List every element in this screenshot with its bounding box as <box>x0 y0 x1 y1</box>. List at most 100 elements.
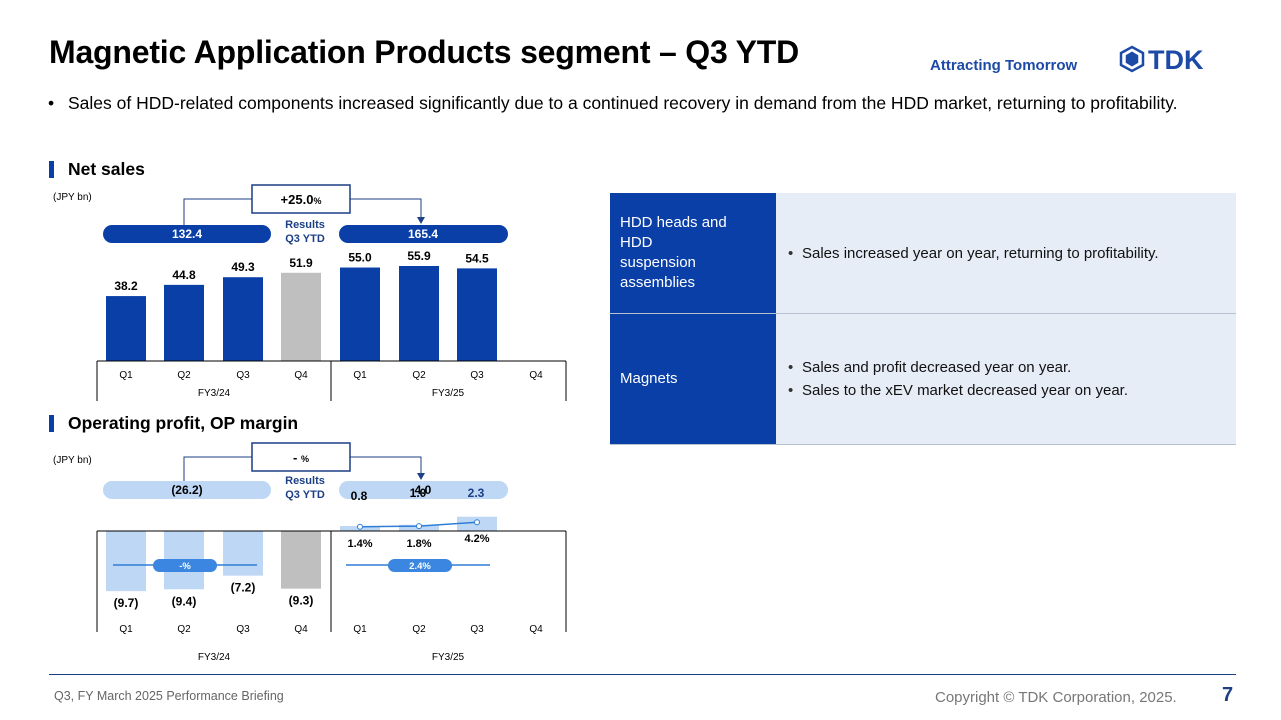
data-label: (9.7) <box>114 596 139 610</box>
ytd-change-value: - % <box>293 450 309 465</box>
bar <box>164 284 204 361</box>
bar <box>106 296 146 361</box>
segment-point: Sales and profit decreased year on year. <box>788 359 1236 376</box>
ytd-period-label: Q3 YTD <box>285 489 325 501</box>
bar <box>106 531 146 592</box>
ytd-change-number: +25.0 <box>281 192 314 207</box>
page-title: Magnetic Application Products segment – … <box>49 34 800 70</box>
avg-margin-label: 2.4% <box>409 561 431 572</box>
tick-label: Q1 <box>353 624 367 635</box>
footer-copyright: Copyright © TDK Corporation, 2025. <box>935 689 1177 706</box>
ytd-change-value: +25.0% <box>281 192 322 207</box>
bracket-line <box>350 456 422 473</box>
margin-point <box>357 523 363 530</box>
tick-label: Q2 <box>412 370 426 381</box>
ytd-prev-pill <box>103 481 271 499</box>
data-label: (9.3) <box>289 594 314 608</box>
group-label: FY3/24 <box>198 388 231 399</box>
section-title-op: Operating profit, OP margin <box>68 413 299 433</box>
segment-point: Sales increased year on year, returning … <box>788 245 1236 262</box>
net-sales-chart: +25.0% 132.4 165.4 Results Q3 YTD 38.2 44.8 49.… <box>96 184 567 401</box>
margin-point <box>416 523 422 530</box>
bar <box>281 531 321 589</box>
section-title-net-sales: Net sales <box>68 159 145 179</box>
data-label: 1.0 <box>410 486 427 500</box>
segment-name-hdd: HDD heads and HDD suspension assemblies <box>610 193 776 314</box>
footer-briefing: Q3, FY March 2025 Performance Briefing <box>54 689 284 703</box>
bar <box>223 531 263 576</box>
ytd-change-unit: % <box>313 196 321 206</box>
margin-label: 1.8% <box>406 538 431 550</box>
data-label: 55.9 <box>407 249 431 263</box>
ytd-period-label: Q3 YTD <box>285 233 325 245</box>
segment-row-hdd: HDD heads and HDD suspension assemblies … <box>610 193 1236 314</box>
segment-table: HDD heads and HDD suspension assemblies … <box>610 193 1236 445</box>
tick-label: Q3 <box>470 370 484 381</box>
data-label: 55.0 <box>348 251 372 265</box>
bracket-line <box>183 456 252 481</box>
tick-label: Q4 <box>529 370 543 381</box>
ytd-change-unit: % <box>301 454 309 464</box>
avg-margin-pill <box>388 559 452 572</box>
tick-label: Q4 <box>294 370 308 381</box>
tdk-emblem-icon <box>1119 45 1145 73</box>
ytd-curr-value: 165.4 <box>408 227 438 241</box>
tick-label: Q2 <box>177 624 191 635</box>
ytd-change-box <box>251 442 351 472</box>
ytd-results-label: Results <box>285 475 325 487</box>
footer-divider <box>49 674 1236 675</box>
tick-label: Q2 <box>177 370 191 381</box>
ytd-prev-value: 132.4 <box>172 227 202 241</box>
logo-text: TDK <box>1148 45 1204 74</box>
unit-net-sales: (JPY bn) <box>53 192 92 203</box>
tick-label: Q4 <box>529 624 543 635</box>
ytd-change-number: - <box>293 450 301 465</box>
data-label: (7.2) <box>231 581 256 595</box>
ytd-curr-pill <box>339 225 508 243</box>
margin-label: 1.4% <box>347 538 372 550</box>
group-label: FY3/24 <box>198 652 231 663</box>
data-label: (9.4) <box>172 594 197 608</box>
data-label: 38.2 <box>114 279 138 293</box>
summary-text: Sales of HDD-related components increase… <box>68 93 1178 113</box>
ytd-change-box <box>251 184 351 214</box>
tick-label: Q1 <box>119 370 133 381</box>
bar <box>340 267 380 361</box>
group-label: FY3/25 <box>432 388 465 399</box>
bar <box>281 272 321 361</box>
avg-margin-pill <box>153 559 217 572</box>
bracket-line <box>350 198 422 217</box>
ytd-curr-value: 4.0 <box>415 483 432 497</box>
tick-label: Q3 <box>236 624 250 635</box>
segment-name-magnets: Magnets <box>610 313 776 445</box>
bullet-dot: • <box>48 93 55 113</box>
tick-label: Q3 <box>236 370 250 381</box>
margin-point <box>474 519 480 526</box>
page-number: 7 <box>1222 684 1234 706</box>
segment-desc-hdd: Sales increased year on year, returning … <box>776 193 1236 314</box>
tdk-logo: TDK <box>1119 45 1204 74</box>
bracket-line <box>183 198 252 225</box>
tick-label: Q3 <box>470 624 484 635</box>
section-marker-net-sales <box>49 161 54 178</box>
margin-label: 4.2% <box>464 533 489 545</box>
tick-label: Q1 <box>353 370 367 381</box>
tick-label: Q2 <box>412 624 426 635</box>
ytd-prev-value: (26.2) <box>171 483 202 497</box>
tick-label: Q4 <box>294 624 308 635</box>
segment-row-magnets: Magnets Sales and profit decreased year … <box>610 313 1236 445</box>
op-chart: - % (26.2) 4.0 Results Q3 YTD (9.7) (9.4) (7.2)… <box>96 442 567 663</box>
segment-desc-magnets: Sales and profit decreased year on year.… <box>776 313 1236 445</box>
unit-op: (JPY bn) <box>53 455 92 466</box>
data-label: 51.9 <box>289 256 313 270</box>
data-label: 0.8 <box>351 489 368 503</box>
segment-point: Sales to the xEV market decreased year o… <box>788 382 1236 399</box>
data-label: 49.3 <box>231 260 255 274</box>
data-label: 2.3 <box>468 486 485 500</box>
arrowhead-icon <box>417 473 425 480</box>
data-label: 44.8 <box>172 268 196 282</box>
bar <box>399 266 439 361</box>
section-marker-op <box>49 415 54 432</box>
data-label: 54.5 <box>465 251 489 265</box>
bar <box>457 268 497 361</box>
